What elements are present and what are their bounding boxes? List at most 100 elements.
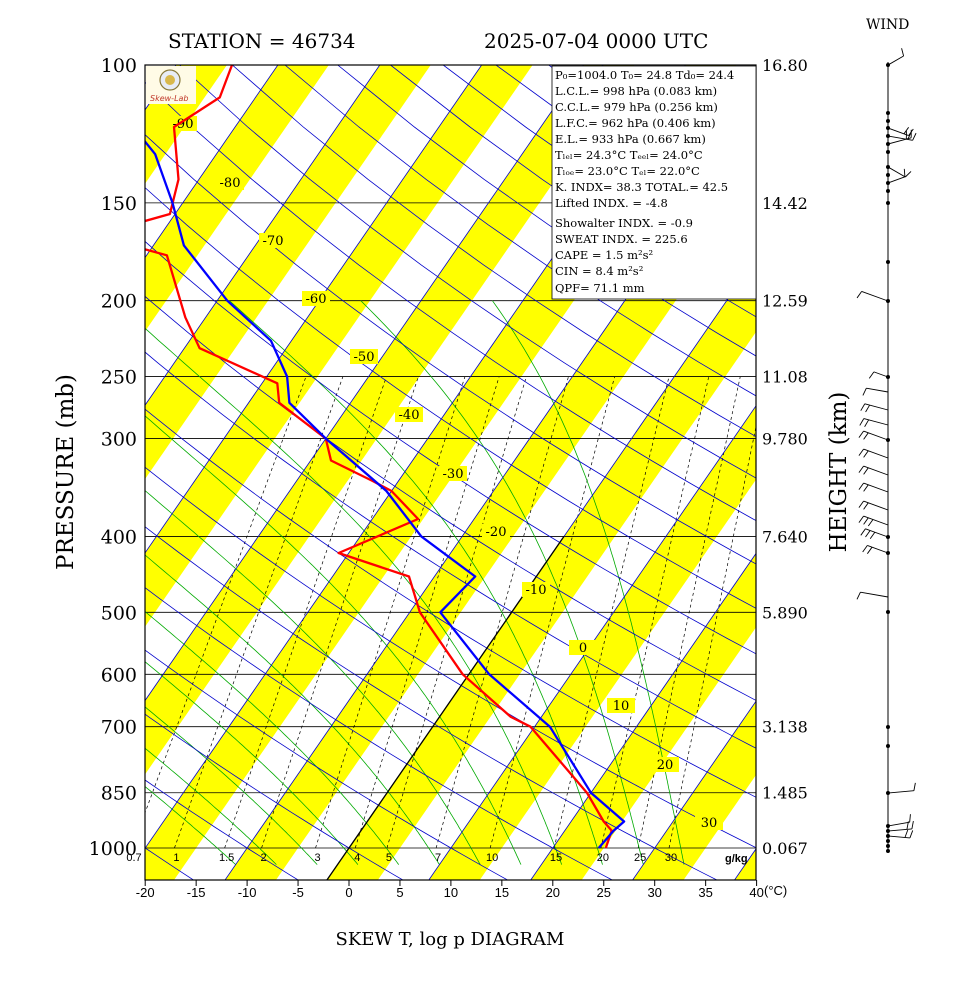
mixing-ratio-label: 4 [354, 852, 360, 864]
x-axis-unit: (°C) [764, 883, 787, 898]
info-kindex: K. INDX= 38.3 TOTAL.= 42.5 [555, 180, 728, 194]
wind-barb-feather [863, 517, 869, 525]
wind-barb [861, 291, 889, 302]
temp-tick-label: 5 [396, 885, 403, 900]
info-cape: CAPE = 1.5 m²s² [555, 248, 653, 262]
wind-barb-feather [904, 829, 909, 838]
wind-barb-feather [858, 448, 864, 456]
info-showalter: Showalter INDX. = -0.9 [555, 216, 693, 230]
mixing-ratio-line [668, 425, 756, 849]
wind-barb-feather [911, 820, 914, 829]
height-tick-label: 12.59 [762, 292, 808, 311]
wind-barb [863, 448, 889, 459]
wind-level-dot [886, 744, 890, 748]
dry-adiabat [145, 240, 756, 655]
wind-level-dot [886, 260, 890, 264]
moist-adiabat [145, 786, 236, 865]
wind-barb [865, 528, 889, 538]
wind-barb-feather [856, 291, 863, 299]
wind-barb-feather [912, 132, 917, 141]
dry-adiabat [145, 713, 404, 880]
isotherm-label-bg [350, 349, 378, 364]
wind-barb-feather [863, 484, 869, 492]
moist-adiabat [492, 300, 685, 865]
wind-level-dot [886, 839, 890, 843]
moist-adiabat [229, 300, 603, 865]
isotherm-label-bg [395, 407, 423, 422]
isotherm-label-bg [259, 233, 287, 248]
wind-profile [856, 48, 917, 853]
y-axis-label: PRESSURE (mb) [53, 374, 79, 570]
wind-barb [863, 500, 889, 511]
mixing-ratio-label: 25 [634, 852, 646, 864]
mixing-ratio-label: 3 [314, 852, 320, 864]
temp-tick-label: 25 [597, 885, 611, 900]
mixing-ratio-lines [145, 376, 756, 849]
info-qpf: QPF= 71.1 mm [555, 281, 645, 295]
indices-panel: P₀=1004.0 T₀= 24.8 Td₀= 24.4 L.C.L.= 998… [551, 65, 757, 300]
wind-barb-feather [901, 48, 905, 57]
isotherm-line [145, 65, 381, 406]
wind-barb-feather [863, 450, 869, 458]
wind-level-dot [886, 610, 890, 614]
moist-adiabat [145, 747, 277, 865]
wind-barb [873, 371, 889, 378]
isotherm-line [632, 700, 756, 880]
axis-ticks: 100150200250300400500600700850100016.801… [89, 55, 808, 900]
mixing-ratio-line [261, 376, 419, 849]
isotherm-band [0, 29, 48, 880]
info-lfc: L.F.C.= 962 hPa (0.406 km) [555, 116, 716, 130]
height-tick-label: 14.42 [762, 194, 808, 213]
isotherm-label-bg [439, 466, 467, 481]
dry-adiabat [145, 649, 509, 880]
wind-barb-feather [856, 591, 861, 600]
height-tick-label: 1.485 [762, 784, 808, 803]
isotherm-label: 20 [657, 758, 674, 773]
wind-level-dot [886, 173, 890, 177]
height-tick-label: 7.640 [762, 527, 808, 546]
wind-level-dot [886, 849, 890, 853]
isotherm-line [836, 29, 960, 880]
mixing-ratio-line [354, 376, 500, 849]
wind-barb-feather [862, 545, 868, 553]
wind-barb-feather [909, 830, 914, 839]
mixing-ratio-label: 1 [173, 852, 179, 864]
wind-barb [863, 482, 889, 493]
isotherm-label-bg [569, 640, 597, 655]
isotherm-label: -20 [486, 525, 507, 540]
pressure-tick-label: 850 [101, 783, 137, 805]
moist-adiabat [145, 327, 563, 865]
isotherm-label: 10 [613, 699, 630, 714]
mixing-ratio-label: 15 [550, 852, 562, 864]
isotherm-label-bg [522, 582, 550, 597]
wind-barb-feather [913, 782, 916, 791]
wind-level-dot [886, 725, 890, 729]
moist-adiabat [145, 554, 440, 865]
dry-adiabat [145, 526, 718, 880]
isotherm-line [938, 29, 960, 880]
moist-adiabat [145, 415, 522, 865]
datetime-title: 2025-07-04 0000 UTC [484, 29, 708, 53]
isotherm-label: 30 [701, 816, 718, 831]
dewpoint-trace [145, 139, 626, 849]
mixing-ratio-label: 2 [260, 852, 266, 864]
wind-barb [866, 387, 889, 393]
wind-barb-feather [865, 530, 871, 538]
x-axis-title: SKEW T, log p DIAGRAM [336, 929, 565, 950]
dry-adiabat [145, 779, 299, 880]
isotherm-band [145, 65, 431, 480]
wind-barb-feather [903, 168, 906, 177]
wind-barb [887, 835, 910, 839]
dry-adiabat [145, 351, 756, 749]
isotherm-line [145, 65, 279, 259]
temp-tick-label: -15 [187, 885, 206, 900]
wind-barb [887, 790, 914, 794]
wind-barb [863, 430, 889, 441]
temp-tick-label: -5 [292, 885, 304, 900]
wind-barb-feather [909, 814, 911, 823]
wind-barb-feather [858, 500, 864, 508]
wind-barb-feather [867, 519, 874, 527]
station-title: STATION = 46734 [168, 29, 356, 53]
station-logo: Skew-Lab [146, 66, 196, 104]
